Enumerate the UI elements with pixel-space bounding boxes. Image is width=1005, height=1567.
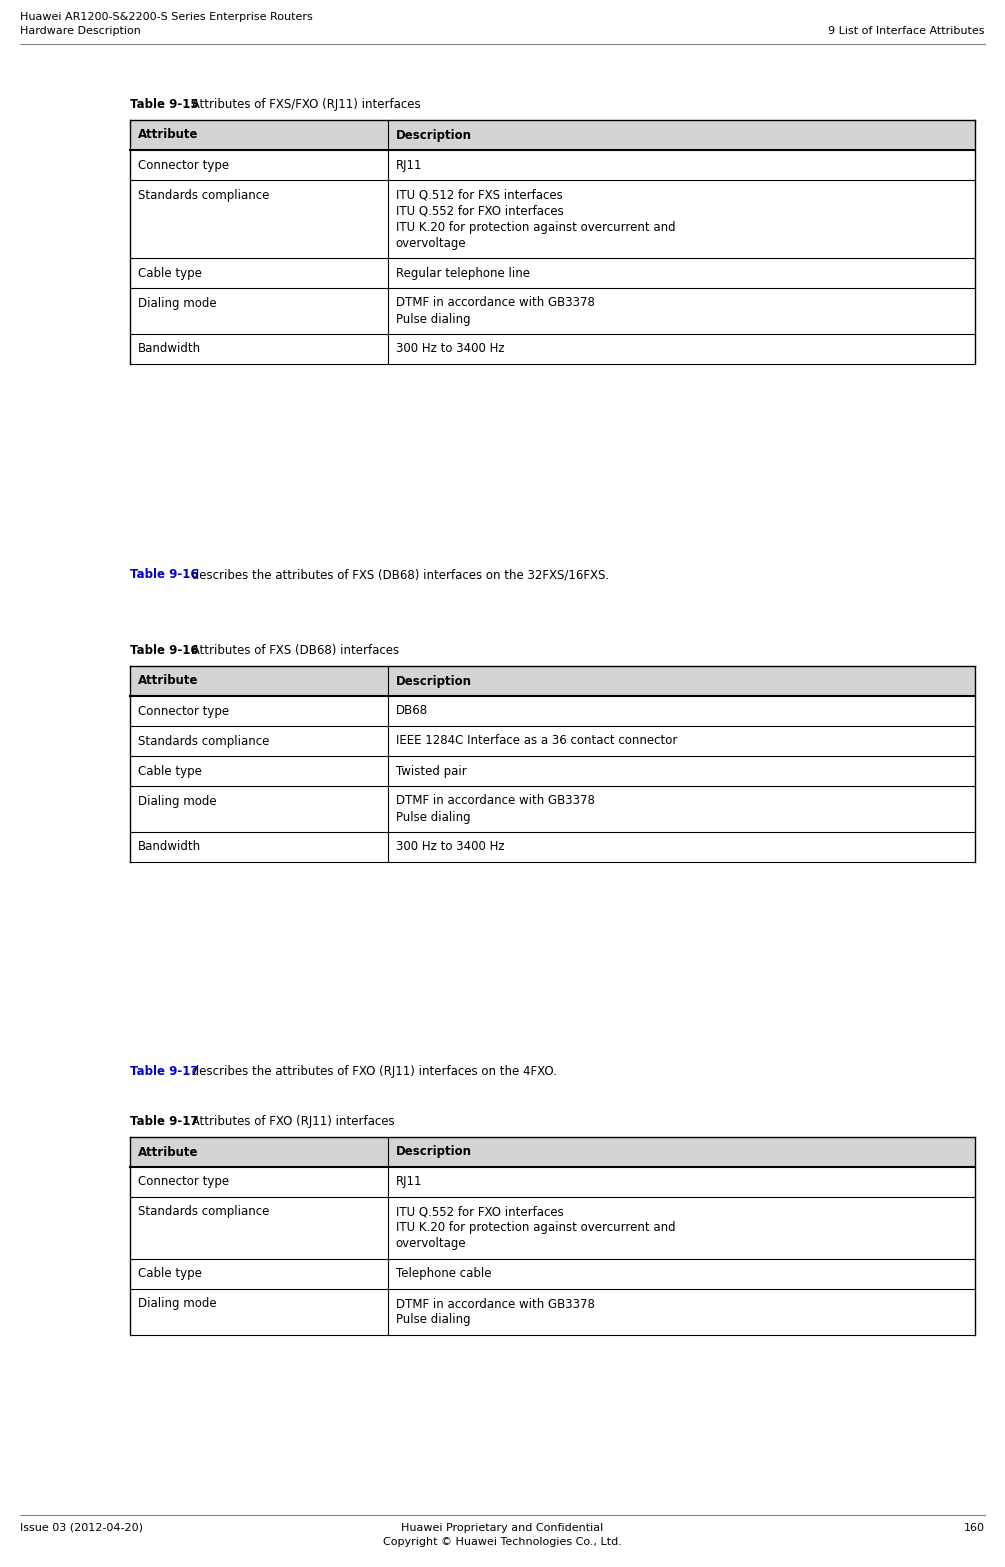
Bar [130, 180, 975, 259]
Text: Connector type: Connector type [138, 1175, 229, 1188]
Bar [130, 755, 975, 787]
Text: Standards compliance: Standards compliance [138, 735, 269, 747]
Text: Cable type: Cable type [138, 266, 202, 279]
Bar [130, 696, 975, 726]
Bar [130, 1258, 975, 1290]
Text: Twisted pair: Twisted pair [396, 765, 466, 777]
Text: Regular telephone line: Regular telephone line [396, 266, 530, 279]
Bar [130, 1138, 975, 1167]
Text: Attribute: Attribute [138, 128, 199, 141]
Text: RJ11: RJ11 [396, 158, 422, 171]
Bar [130, 666, 975, 696]
Text: Dialing mode: Dialing mode [138, 1297, 217, 1310]
Text: Bandwidth: Bandwidth [138, 343, 201, 356]
Text: Attribute: Attribute [138, 674, 199, 688]
Text: Attributes of FXS/FXO (RJ11) interfaces: Attributes of FXS/FXO (RJ11) interfaces [188, 99, 421, 111]
Text: 300 Hz to 3400 Hz: 300 Hz to 3400 Hz [396, 343, 505, 356]
Text: Description: Description [396, 674, 471, 688]
Bar [130, 832, 975, 862]
Text: Hardware Description: Hardware Description [20, 27, 141, 36]
Text: Connector type: Connector type [138, 705, 229, 718]
Text: Huawei AR1200-S&2200-S Series Enterprise Routers: Huawei AR1200-S&2200-S Series Enterprise… [20, 13, 313, 22]
Text: overvoltage: overvoltage [396, 1238, 466, 1250]
Bar [130, 1197, 975, 1258]
Text: Dialing mode: Dialing mode [138, 794, 217, 807]
Text: ITU K.20 for protection against overcurrent and: ITU K.20 for protection against overcurr… [396, 221, 675, 233]
Text: describes the attributes of FXO (RJ11) interfaces on the 4FXO.: describes the attributes of FXO (RJ11) i… [188, 1066, 557, 1078]
Text: Standards compliance: Standards compliance [138, 1205, 269, 1219]
Bar [130, 726, 975, 755]
Bar [130, 288, 975, 334]
Text: Pulse dialing: Pulse dialing [396, 312, 470, 326]
Text: describes the attributes of FXS (DB68) interfaces on the 32FXS/16FXS.: describes the attributes of FXS (DB68) i… [188, 567, 609, 581]
Text: Table 9-16: Table 9-16 [130, 644, 199, 657]
Bar [130, 150, 975, 180]
Text: Attributes of FXS (DB68) interfaces: Attributes of FXS (DB68) interfaces [188, 644, 399, 657]
Bar [130, 259, 975, 288]
Text: Connector type: Connector type [138, 158, 229, 171]
Text: ITU K.20 for protection against overcurrent and: ITU K.20 for protection against overcurr… [396, 1222, 675, 1235]
Text: Cable type: Cable type [138, 1268, 202, 1280]
Text: ITU Q.552 for FXO interfaces: ITU Q.552 for FXO interfaces [396, 205, 564, 218]
Text: Issue 03 (2012-04-20): Issue 03 (2012-04-20) [20, 1523, 143, 1533]
Bar [130, 334, 975, 364]
Bar [130, 787, 975, 832]
Text: 300 Hz to 3400 Hz: 300 Hz to 3400 Hz [396, 840, 505, 854]
Bar [130, 121, 975, 150]
Bar [130, 1167, 975, 1197]
Text: RJ11: RJ11 [396, 1175, 422, 1188]
Text: Bandwidth: Bandwidth [138, 840, 201, 854]
Text: Description: Description [396, 1145, 471, 1158]
Text: DTMF in accordance with GB3378: DTMF in accordance with GB3378 [396, 296, 595, 310]
Text: ITU Q.512 for FXS interfaces: ITU Q.512 for FXS interfaces [396, 188, 563, 202]
Text: Table 9-16: Table 9-16 [130, 567, 199, 581]
Text: DTMF in accordance with GB3378: DTMF in accordance with GB3378 [396, 1297, 595, 1310]
Text: Attributes of FXO (RJ11) interfaces: Attributes of FXO (RJ11) interfaces [188, 1116, 395, 1128]
Text: Pulse dialing: Pulse dialing [396, 1313, 470, 1327]
Text: 160: 160 [964, 1523, 985, 1533]
Text: Description: Description [396, 128, 471, 141]
Text: Table 9-17: Table 9-17 [130, 1116, 199, 1128]
Text: Huawei Proprietary and Confidential: Huawei Proprietary and Confidential [401, 1523, 604, 1533]
Text: Standards compliance: Standards compliance [138, 188, 269, 202]
Text: Cable type: Cable type [138, 765, 202, 777]
Text: IEEE 1284C Interface as a 36 contact connector: IEEE 1284C Interface as a 36 contact con… [396, 735, 677, 747]
Text: DB68: DB68 [396, 705, 428, 718]
Bar [130, 1290, 975, 1335]
Text: Copyright © Huawei Technologies Co., Ltd.: Copyright © Huawei Technologies Co., Ltd… [383, 1537, 622, 1547]
Text: overvoltage: overvoltage [396, 237, 466, 249]
Text: Telephone cable: Telephone cable [396, 1268, 491, 1280]
Text: Pulse dialing: Pulse dialing [396, 810, 470, 824]
Text: Dialing mode: Dialing mode [138, 296, 217, 310]
Text: ITU Q.552 for FXO interfaces: ITU Q.552 for FXO interfaces [396, 1205, 564, 1219]
Text: Table 9-17: Table 9-17 [130, 1066, 199, 1078]
Text: 9 List of Interface Attributes: 9 List of Interface Attributes [828, 27, 985, 36]
Text: DTMF in accordance with GB3378: DTMF in accordance with GB3378 [396, 794, 595, 807]
Text: Table 9-15: Table 9-15 [130, 99, 199, 111]
Text: Attribute: Attribute [138, 1145, 199, 1158]
